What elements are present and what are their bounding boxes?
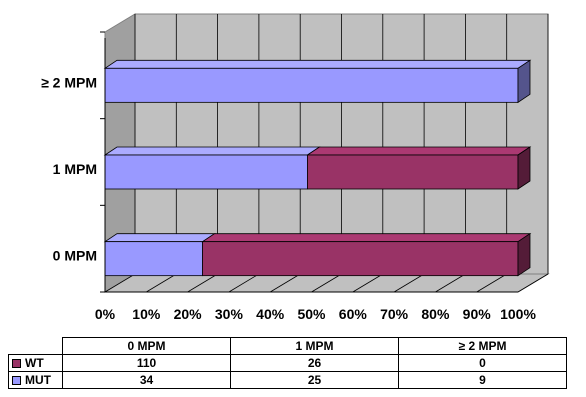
bar-wt bbox=[202, 241, 519, 277]
floor-gridline bbox=[435, 273, 466, 293]
gridlines bbox=[104, 14, 549, 293]
x-tick-label: 80% bbox=[421, 306, 450, 322]
x-tick-label: 50% bbox=[297, 306, 326, 322]
floor-gridline bbox=[311, 273, 342, 293]
x-tick-label: 30% bbox=[215, 306, 244, 322]
floor-gridline bbox=[517, 273, 549, 293]
bar-mut bbox=[104, 154, 308, 190]
bar-mut bbox=[104, 67, 519, 103]
x-tick-label: 20% bbox=[174, 306, 203, 322]
category-label: 0 MPM bbox=[53, 248, 97, 264]
category-label: ≥ 2 MPM bbox=[41, 74, 97, 90]
floor-gridline bbox=[393, 273, 425, 293]
stacked-bar-chart: 0% 10% 20% 30% 40% 50% 60% 70% 80% 90% 100% 0 MPM 1… bbox=[41, 13, 550, 322]
x-tick-label: 40% bbox=[256, 306, 285, 322]
table-cell: 9 bbox=[398, 371, 567, 389]
data-table: 0 MPM 1 MPM ≥ 2 MPM WT 110 26 0 MUT 34 2… bbox=[8, 337, 567, 389]
bar-side-wt bbox=[517, 232, 531, 277]
table-cell: 0 bbox=[398, 354, 567, 372]
table-cell: 26 bbox=[230, 354, 399, 372]
x-tick-labels: 0% 10% 20% 30% 40% 50% 60% 70% 80% 90% 100% bbox=[95, 306, 537, 322]
table-header-cell: 1 MPM bbox=[230, 337, 399, 355]
bar-top-mut bbox=[103, 233, 216, 243]
table-header-row: 0 MPM 1 MPM ≥ 2 MPM bbox=[8, 337, 567, 355]
legend-key-wt bbox=[12, 359, 21, 369]
row-label: MUT bbox=[25, 373, 51, 387]
bar-top-mut bbox=[103, 146, 321, 156]
row-header: MUT bbox=[8, 371, 63, 389]
bar-group bbox=[103, 59, 532, 277]
table-cell: 110 bbox=[62, 354, 231, 372]
floor-gridline bbox=[104, 273, 136, 293]
bar-wt bbox=[307, 154, 519, 190]
x-tick-label: 100% bbox=[500, 306, 536, 322]
legend-key-mut bbox=[12, 376, 21, 386]
bar-mut bbox=[104, 241, 203, 277]
x-tick-label: 60% bbox=[339, 306, 368, 322]
floor-gridline bbox=[146, 273, 177, 293]
bar-side-wt bbox=[517, 146, 531, 190]
bar-top-mut bbox=[103, 59, 532, 69]
table-header-cell: ≥ 2 MPM bbox=[398, 337, 567, 355]
category-label: 1 MPM bbox=[53, 161, 97, 177]
bar-top-wt bbox=[201, 233, 532, 243]
table-corner bbox=[8, 337, 63, 355]
floor-gridline bbox=[228, 273, 260, 293]
floor-gridline bbox=[269, 273, 301, 293]
row-header: WT bbox=[8, 354, 63, 372]
bar-top-wt bbox=[306, 146, 532, 156]
row-label: WT bbox=[25, 356, 44, 370]
table-cell: 25 bbox=[230, 371, 399, 389]
category-labels: 0 MPM 1 MPM ≥ 2 MPM bbox=[41, 74, 97, 263]
table-header-cell: 0 MPM bbox=[62, 337, 231, 355]
x-tick-label: 70% bbox=[380, 306, 409, 322]
x-tick-label: 0% bbox=[95, 306, 116, 322]
floor-gridline bbox=[352, 273, 384, 293]
floor-gridline bbox=[187, 273, 218, 293]
axis-lines bbox=[100, 31, 518, 293]
floor-gridline bbox=[476, 273, 507, 293]
bar-side-mut bbox=[517, 59, 531, 104]
x-tick-label: 10% bbox=[132, 306, 161, 322]
table-row: WT 110 26 0 bbox=[8, 354, 567, 372]
x-tick-label: 90% bbox=[463, 306, 492, 322]
table-row: MUT 34 25 9 bbox=[8, 371, 567, 389]
table-cell: 34 bbox=[62, 371, 231, 389]
